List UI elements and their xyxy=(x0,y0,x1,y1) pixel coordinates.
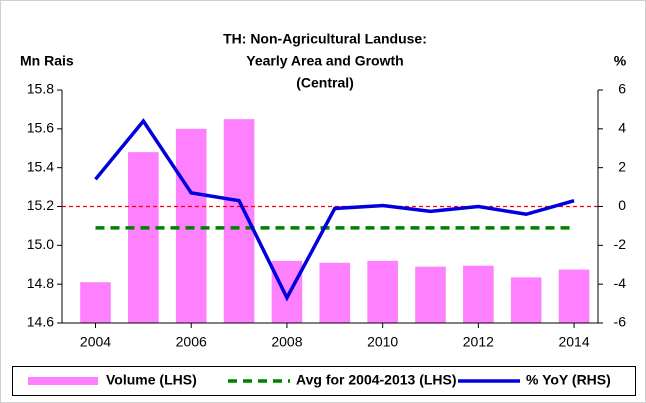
x-tick-label: 2004 xyxy=(80,334,111,350)
bar xyxy=(80,282,111,323)
y-tick-label: 15.4 xyxy=(27,158,54,174)
y2-tick-label: 2 xyxy=(618,158,626,174)
x-tick-label: 2006 xyxy=(176,334,207,350)
bar xyxy=(463,265,494,323)
bar xyxy=(510,277,542,323)
legend-key xyxy=(28,377,98,385)
legend-label: % YoY (RHS) xyxy=(526,372,611,388)
y-tick-label: 14.6 xyxy=(27,314,54,330)
chart-title: (Central) xyxy=(296,75,354,91)
y-tick-label: 14.8 xyxy=(27,275,54,291)
y-tick-label: 15.2 xyxy=(27,197,54,213)
y2-tick-label: 6 xyxy=(618,81,626,97)
bar xyxy=(128,152,159,323)
bar xyxy=(319,262,351,323)
y-tick-label: 15.8 xyxy=(27,81,54,97)
bar xyxy=(271,260,303,323)
legend-label: Avg for 2004-2013 (LHS) xyxy=(296,372,457,388)
y2-tick-label: 0 xyxy=(618,197,626,213)
y-axis-label: Mn Rais xyxy=(20,53,74,69)
bar xyxy=(367,260,398,323)
y2-tick-label: -4 xyxy=(614,275,627,291)
bar xyxy=(175,128,207,323)
y2-axis-label: % xyxy=(614,53,627,69)
line-series xyxy=(94,118,575,302)
y-tick-label: 15.0 xyxy=(27,236,54,252)
y2-tick-label: -2 xyxy=(614,236,627,252)
chart-title: TH: Non-Agricultural Landuse: xyxy=(223,31,427,47)
legend-box xyxy=(12,366,636,396)
x-tick-label: 2014 xyxy=(558,334,589,350)
chart-title: Yearly Area and Growth xyxy=(246,53,403,69)
legend-label: Volume (LHS) xyxy=(106,372,197,388)
y2-tick-label: -6 xyxy=(614,314,627,330)
x-tick-label: 2012 xyxy=(463,334,494,350)
y-tick-label: 15.6 xyxy=(27,120,54,136)
bar xyxy=(558,269,590,323)
x-tick-label: 2010 xyxy=(367,334,398,350)
x-tick-label: 2008 xyxy=(271,334,302,350)
y2-tick-label: 4 xyxy=(618,120,626,136)
bar xyxy=(415,266,446,323)
